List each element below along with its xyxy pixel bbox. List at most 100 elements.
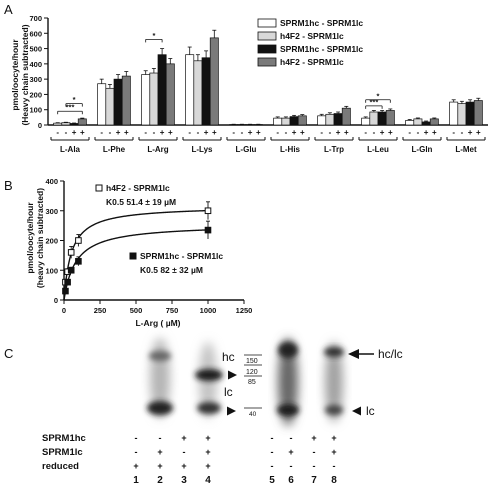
marker-85: 85 xyxy=(248,379,256,386)
y-tick-label: 0 xyxy=(54,296,58,305)
sign-label: + xyxy=(300,128,305,137)
bar xyxy=(69,123,79,126)
lane-number: 4 xyxy=(205,475,211,486)
bar xyxy=(465,101,475,126)
band-label-lc-right: lc xyxy=(366,404,375,418)
bar xyxy=(385,110,395,126)
legend-swatch xyxy=(257,44,277,54)
bar xyxy=(185,54,195,126)
lane-sign: - xyxy=(135,447,138,457)
sign-label: + xyxy=(388,128,393,137)
significance-label: * xyxy=(377,91,380,100)
lane-sign: - xyxy=(290,433,293,443)
y-tick-label: 0 xyxy=(38,121,42,130)
bar xyxy=(105,87,115,126)
marker-40: 40 xyxy=(249,411,257,418)
lane-sign: + xyxy=(133,461,138,471)
sign-label: + xyxy=(432,128,437,137)
lane-sign: + xyxy=(311,433,316,443)
lane-number: 1 xyxy=(133,475,139,486)
lane-sign: - xyxy=(333,461,336,471)
sign-label: + xyxy=(336,128,341,137)
category-label: L-Lys xyxy=(191,145,213,154)
bar xyxy=(297,115,307,126)
sign-label: - xyxy=(188,128,191,137)
panel-c-gel: hc lc 150 120 85 40 hc/lc lc SPRM1hc - - + +… xyxy=(42,338,403,486)
bar xyxy=(77,118,87,126)
arrow-icon xyxy=(228,370,237,380)
panel-b-chart: pmol/oocyte/hour (heavy chain subtracted… xyxy=(25,177,252,328)
bar xyxy=(149,72,159,126)
legend-label: h4F2 - SPRM1lc xyxy=(106,183,170,193)
bar xyxy=(405,120,415,126)
bar xyxy=(341,107,351,126)
row-label: SPRM1lc xyxy=(42,447,83,458)
sign-label: + xyxy=(468,128,473,137)
filled-square-marker xyxy=(75,258,82,265)
y-tick-label: 300 xyxy=(29,75,42,84)
arrow-icon xyxy=(348,349,359,359)
sign-label: - xyxy=(373,128,376,137)
lane-smear xyxy=(325,342,343,422)
category-label: L-Met xyxy=(455,145,477,154)
category-label: L-Trp xyxy=(324,145,344,154)
lane-number: 5 xyxy=(269,475,275,486)
legend-swatch xyxy=(257,31,277,41)
sign-label: + xyxy=(256,128,261,137)
bar xyxy=(209,37,219,126)
legend-label: SPRM1hc - SPRM1lc xyxy=(140,251,223,261)
lane-sign: + xyxy=(205,433,210,443)
lane-smear xyxy=(278,338,298,426)
lane-number: 6 xyxy=(288,475,294,486)
x-tick-label: 250 xyxy=(94,306,107,315)
bar xyxy=(369,111,379,126)
marker-120: 120 xyxy=(246,369,258,376)
sign-label: - xyxy=(417,128,420,137)
legend-swatch xyxy=(257,57,277,67)
band-label-hclc: hc/lc xyxy=(378,347,403,361)
gel-right xyxy=(277,338,344,426)
sign-label: + xyxy=(424,128,429,137)
category-label: L-Leu xyxy=(367,145,389,154)
significance-label: * xyxy=(73,95,76,104)
panel-a-chart: pmol/oocyte/hour (Heavy chain subtracted… xyxy=(10,14,488,154)
legend-label: SPRM1hc - SPRM1lc xyxy=(280,18,363,28)
sign-label: + xyxy=(292,128,297,137)
lane-sign: - xyxy=(271,433,274,443)
x-tick-label: 1000 xyxy=(200,306,217,315)
lane-number: 2 xyxy=(157,475,163,486)
arrow-icon xyxy=(227,406,236,416)
bar xyxy=(421,121,431,126)
category-label: L-His xyxy=(280,145,301,154)
sign-label: - xyxy=(285,128,288,137)
significance-label: *** xyxy=(370,97,379,106)
sign-label: - xyxy=(461,128,464,137)
bar xyxy=(201,57,211,126)
bar xyxy=(449,101,459,126)
x-tick-label: 500 xyxy=(130,306,143,315)
bar xyxy=(113,78,123,126)
sign-label: + xyxy=(212,128,217,137)
band xyxy=(195,369,223,381)
legend-swatch xyxy=(257,18,277,28)
sign-label: + xyxy=(344,128,349,137)
category-label: L-Glu xyxy=(236,145,257,154)
x-tick-label: 0 xyxy=(62,306,66,315)
gel-left xyxy=(147,338,223,418)
band xyxy=(149,351,171,361)
y-tick-label: 200 xyxy=(45,237,58,246)
bar xyxy=(473,100,483,126)
sign-label: + xyxy=(248,128,253,137)
band-label-lc: lc xyxy=(224,385,233,399)
sign-label: + xyxy=(124,128,129,137)
sign-label: - xyxy=(100,128,103,137)
lane-sign: - xyxy=(290,461,293,471)
sign-label: - xyxy=(232,128,235,137)
lane-sign: + xyxy=(181,461,186,471)
lane-number: 8 xyxy=(331,475,337,486)
panel-b-ylabel-line1: pmol/oocyte/hour xyxy=(25,202,35,274)
lane-sign: + xyxy=(181,433,186,443)
sign-label: - xyxy=(408,128,411,137)
lane-sign: + xyxy=(157,447,162,457)
